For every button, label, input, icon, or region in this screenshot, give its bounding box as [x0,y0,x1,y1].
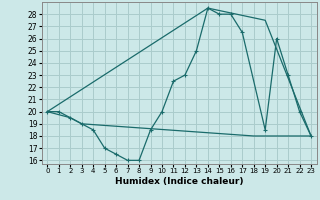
X-axis label: Humidex (Indice chaleur): Humidex (Indice chaleur) [115,177,244,186]
